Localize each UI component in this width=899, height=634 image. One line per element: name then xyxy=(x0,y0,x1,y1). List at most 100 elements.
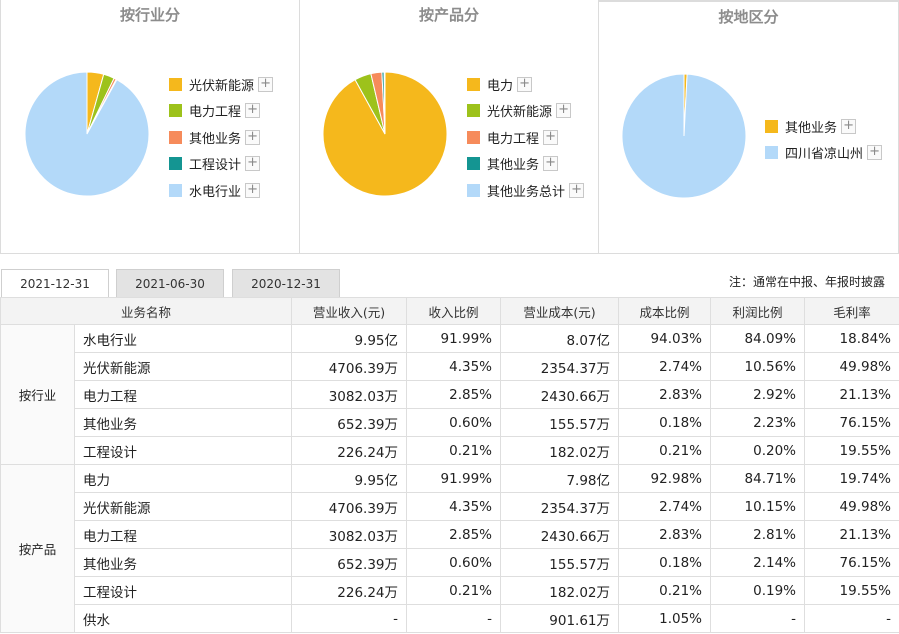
tab-2021-12-31[interactable]: 2021-12-31 xyxy=(1,269,109,299)
value-cell: 7.98亿 xyxy=(500,464,620,493)
row-group-label: 按产品 xyxy=(0,464,75,633)
tab-2020-12-31[interactable]: 2020-12-31 xyxy=(232,269,340,298)
product-panel: 按产品分 电力 + 光伏新能源 + 电力工程 + 其他业务 + 其他业务总计 + xyxy=(299,0,599,254)
expand-plus-icon[interactable]: + xyxy=(569,182,585,198)
value-cell: 2.74% xyxy=(618,352,712,381)
legend-item[interactable]: 其他业务 + xyxy=(765,113,882,140)
legend-item[interactable]: 四川省凉山州 + xyxy=(765,140,883,167)
expand-plus-icon[interactable]: + xyxy=(258,76,274,92)
table-header-row: 业务名称 营业收入(元) 收入比例 营业成本(元) 成本比例 利润比例 毛利率 xyxy=(0,297,899,325)
value-cell: - xyxy=(804,604,899,633)
legend-label: 其他业务 xyxy=(487,158,540,174)
value-cell: 0.20% xyxy=(710,436,806,465)
expand-plus-icon[interactable]: + xyxy=(556,103,572,119)
col-header-business-name: 业务名称 xyxy=(0,297,293,325)
legend-item[interactable]: 电力 + xyxy=(467,71,584,98)
business-name-cell: 电力工程 xyxy=(73,520,293,549)
value-cell: 2.81% xyxy=(710,520,806,549)
value-cell: 155.57万 xyxy=(500,548,620,577)
value-cell: - xyxy=(406,604,502,633)
value-cell: 10.15% xyxy=(710,492,806,521)
expand-plus-icon[interactable]: + xyxy=(245,182,261,198)
expand-plus-icon[interactable]: + xyxy=(867,145,883,161)
legend-item[interactable]: 其他业务 + xyxy=(169,124,273,151)
composition-charts: 按行业分 光伏新能源 + 电力工程 + 其他业务 + 工程设计 + 水电行业 + 按产品分 电力 +… xyxy=(0,0,899,254)
value-cell: 2.74% xyxy=(618,492,712,521)
value-cell: 21.13% xyxy=(804,520,899,549)
business-name-cell: 电力工程 xyxy=(73,380,293,409)
region-pie-chart[interactable] xyxy=(621,73,747,199)
product-pie-chart[interactable] xyxy=(322,71,448,197)
business-name-cell: 工程设计 xyxy=(73,436,293,465)
value-cell: 84.71% xyxy=(710,464,806,493)
value-cell: 182.02万 xyxy=(500,436,620,465)
value-cell: 9.95亿 xyxy=(291,324,408,353)
business-name-cell: 电力 xyxy=(73,464,293,493)
value-cell: 2.85% xyxy=(406,520,502,549)
region-legend: 其他业务 + 四川省凉山州 + xyxy=(765,113,883,167)
legend-swatch xyxy=(467,157,480,171)
legend-label: 四川省凉山州 xyxy=(785,147,864,163)
col-header-cost-ratio: 成本比例 xyxy=(618,297,712,325)
legend-swatch xyxy=(467,77,480,91)
legend-swatch xyxy=(765,146,778,160)
table-row: 电力工程 3082.03万 2.85% 2430.66万 2.83% 2.81% 21.13… xyxy=(1,520,899,549)
legend-item[interactable]: 其他业务总计 + xyxy=(467,177,585,204)
business-name-cell: 其他业务 xyxy=(73,408,293,437)
business-name-cell: 水电行业 xyxy=(73,324,293,353)
legend-item[interactable]: 其他业务 + xyxy=(467,151,584,178)
legend-swatch xyxy=(169,77,182,91)
expand-plus-icon[interactable]: + xyxy=(245,156,261,172)
legend-item[interactable]: 电力工程 + xyxy=(467,124,584,151)
expand-plus-icon[interactable]: + xyxy=(543,156,559,172)
value-cell: 0.21% xyxy=(406,576,502,605)
expand-plus-icon[interactable]: + xyxy=(245,103,261,119)
value-cell: 2430.66万 xyxy=(500,380,620,409)
table-row: 光伏新能源 4706.39万 4.35% 2354.37万 2.74% 10.15% 49.… xyxy=(1,492,899,521)
legend-label: 工程设计 xyxy=(189,158,242,174)
expand-plus-icon[interactable]: + xyxy=(245,129,261,145)
value-cell: 2.23% xyxy=(710,408,806,437)
value-cell: 226.24万 xyxy=(291,436,408,465)
industry-pie-chart[interactable] xyxy=(24,71,150,197)
value-cell: 9.95亿 xyxy=(291,464,408,493)
legend-swatch xyxy=(467,183,480,197)
legend-label: 其他业务 xyxy=(785,120,838,136)
industry-legend: 光伏新能源 + 电力工程 + 其他业务 + 工程设计 + 水电行业 + xyxy=(169,71,274,204)
value-cell: 19.74% xyxy=(804,464,899,493)
business-name-cell: 光伏新能源 xyxy=(73,492,293,521)
pie-slice-4[interactable] xyxy=(383,71,386,135)
legend-item[interactable]: 光伏新能源 + xyxy=(467,98,584,125)
value-cell: 155.57万 xyxy=(500,408,620,437)
disclosure-note: 注：通常在中报、年报时披露 xyxy=(728,275,885,289)
legend-swatch xyxy=(765,119,778,133)
col-header-cost: 营业成本(元) xyxy=(500,297,620,325)
expand-plus-icon[interactable]: + xyxy=(517,76,533,92)
legend-label: 光伏新能源 xyxy=(189,78,255,94)
value-cell: 2.85% xyxy=(406,380,502,409)
product-legend: 电力 + 光伏新能源 + 电力工程 + 其他业务 + 其他业务总计 + xyxy=(467,71,585,204)
table-row: 工程设计 226.24万 0.21% 182.02万 0.21% 0.19% 19.55% xyxy=(1,576,899,605)
legend-item[interactable]: 光伏新能源 + xyxy=(169,71,274,98)
expand-plus-icon[interactable]: + xyxy=(543,129,559,145)
value-cell: 0.18% xyxy=(618,408,712,437)
expand-plus-icon[interactable]: + xyxy=(841,118,857,134)
value-cell: 19.55% xyxy=(804,436,899,465)
row-group-label: 按行业 xyxy=(0,324,75,465)
value-cell: 0.21% xyxy=(618,576,712,605)
value-cell: 3082.03万 xyxy=(291,520,408,549)
tab-2021-06-30[interactable]: 2021-06-30 xyxy=(116,269,224,298)
legend-item[interactable]: 水电行业 + xyxy=(169,177,273,204)
value-cell: 652.39万 xyxy=(291,408,408,437)
value-cell: 76.15% xyxy=(804,548,899,577)
col-header-revenue-ratio: 收入比例 xyxy=(406,297,502,325)
legend-item[interactable]: 工程设计 + xyxy=(169,151,273,178)
table-row: 按产品 电力 9.95亿 91.99% 7.98亿 92.98% 84.71% 19.74% xyxy=(0,464,899,633)
legend-item[interactable]: 电力工程 + xyxy=(169,98,273,125)
pie-slice-4[interactable] xyxy=(24,71,150,197)
legend-label: 其他业务总计 xyxy=(487,184,566,200)
pie-slice-1[interactable] xyxy=(621,73,747,199)
value-cell: 84.09% xyxy=(710,324,806,353)
value-cell: 2354.37万 xyxy=(500,492,620,521)
business-composition-table: 业务名称 营业收入(元) 收入比例 营业成本(元) 成本比例 利润比例 毛利率 … xyxy=(0,297,899,633)
